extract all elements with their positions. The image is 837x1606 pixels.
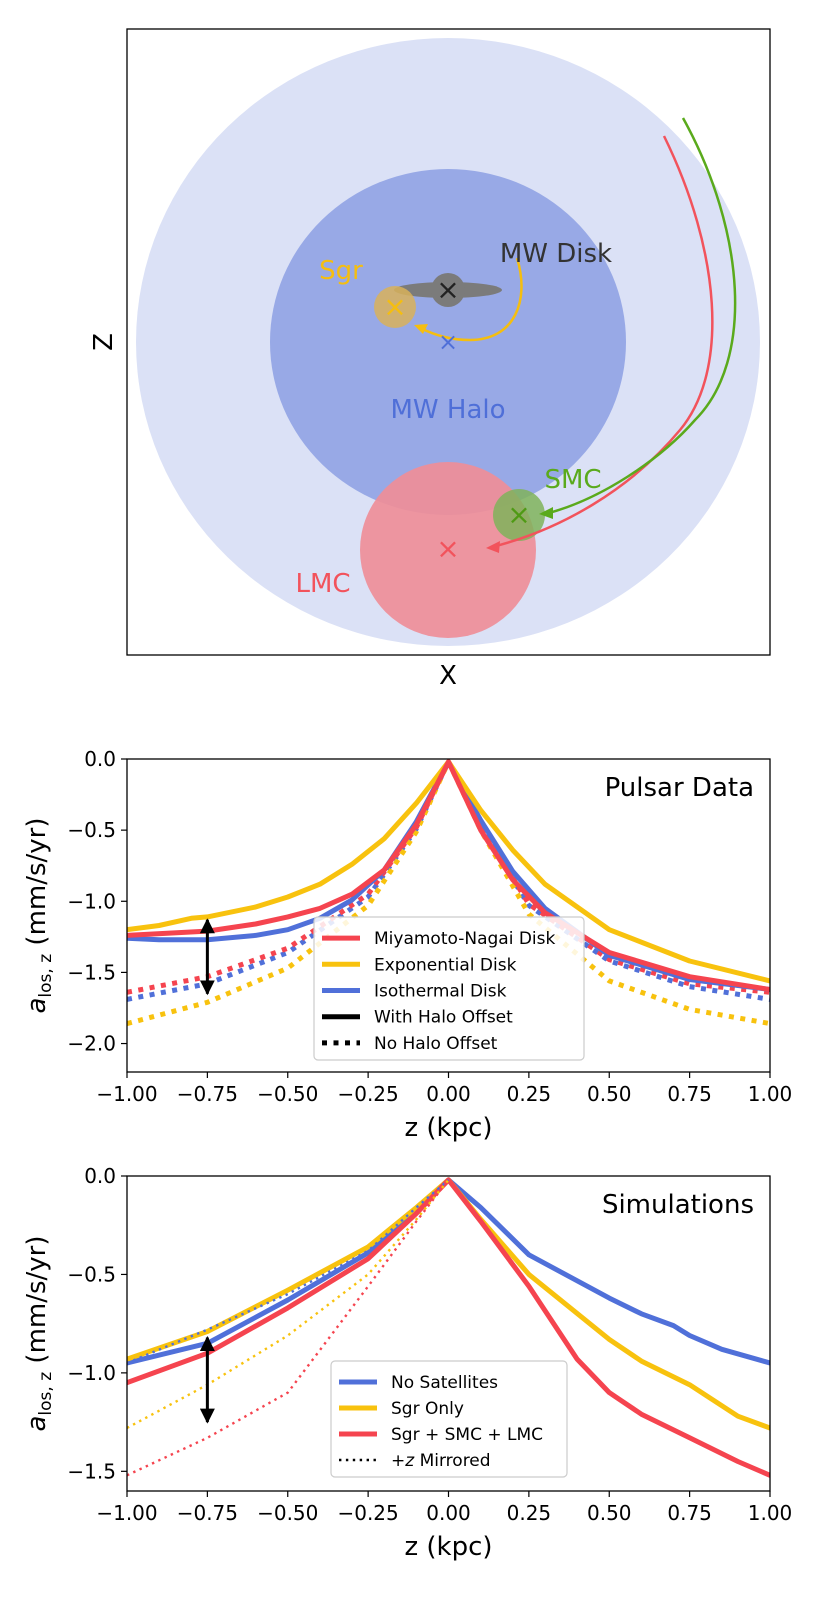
legend-label: No Satellites xyxy=(391,1373,498,1393)
series-line-2 xyxy=(127,759,770,995)
sgr-orbit xyxy=(419,257,523,342)
sgr-marker: × xyxy=(383,290,406,323)
x-tick-label: 1.00 xyxy=(748,1501,793,1525)
x-tick-label: 0.00 xyxy=(426,1082,471,1106)
y-tick-label: −1.0 xyxy=(67,889,116,913)
smc-circle xyxy=(493,489,545,541)
y-tick-label: −0.5 xyxy=(67,1262,116,1286)
x-tick-label: 0.75 xyxy=(667,1501,712,1525)
x-axis-label: z (kpc) xyxy=(404,1532,492,1562)
y-axis-label: alos, z (mm/s/yr) xyxy=(22,1235,56,1431)
legend-label: No Halo Offset xyxy=(374,1034,498,1054)
schematic-x-label: X xyxy=(439,661,457,691)
legend: Miyamoto-Nagai Disk Exponential Disk Isoth… xyxy=(313,916,585,1061)
y-tick-label: −1.0 xyxy=(67,1361,116,1385)
series-line-5 xyxy=(127,759,770,992)
y-tick-label: −1.5 xyxy=(67,960,116,984)
lmc-marker: × xyxy=(436,532,459,565)
schematic-frame xyxy=(126,28,771,656)
y-tick-label: 0.0 xyxy=(84,1164,116,1188)
y-tick-label: −1.5 xyxy=(67,1459,116,1483)
y-axis-label: alos, z (mm/s/yr) xyxy=(22,817,56,1013)
pulsar-data-panel: −1.00 −0.75 −0.50 −0.25 0.00 0.25 0.50 0.75 1.00… xyxy=(22,747,792,1143)
mw-disk-bulge xyxy=(431,273,465,307)
schematic-panel: × × × × × MW Disk Sgr MW Halo SMC LMC X … xyxy=(89,28,771,691)
x-tick-label: 0.50 xyxy=(587,1082,632,1106)
series-line-2 xyxy=(127,1177,770,1478)
lmc-circle xyxy=(360,462,536,638)
x-tick-label: −1.00 xyxy=(96,1501,157,1525)
simulations-panel: −1.00 −0.75 −0.50 −0.25 0.00 0.25 0.50 0.75 1.00… xyxy=(22,1164,792,1562)
legend-label: Sgr + SMC + LMC xyxy=(391,1425,543,1445)
legend-label: With Halo Offset xyxy=(374,1008,513,1028)
legend-label: Exponential Disk xyxy=(374,955,517,975)
series-line-0 xyxy=(127,1177,770,1366)
legend-label: Miyamoto-Nagai Disk xyxy=(374,929,555,949)
sgr-circle xyxy=(374,286,416,328)
chart-title: Pulsar Data xyxy=(605,773,754,803)
x-tick-label: 0.50 xyxy=(587,1501,632,1525)
lmc-orbit xyxy=(491,135,714,549)
x-tick-label: 0.75 xyxy=(667,1082,712,1106)
lmc-orbit-arrowhead xyxy=(486,541,500,553)
x-tick-label: −0.75 xyxy=(177,1082,238,1106)
sgr-label: Sgr xyxy=(319,256,363,286)
x-tick-label: −0.50 xyxy=(257,1501,318,1525)
x-tick-label: 0.25 xyxy=(507,1501,552,1525)
smc-orbit xyxy=(544,117,737,516)
series-line-4 xyxy=(127,759,770,984)
x-tick-label: 0.25 xyxy=(507,1082,552,1106)
series-line-4 xyxy=(127,1179,450,1430)
mw-halo-marker: × xyxy=(438,328,458,356)
x-tick-label: −0.75 xyxy=(177,1501,238,1525)
chart-title: Simulations xyxy=(602,1190,754,1220)
series-line-0 xyxy=(127,759,770,1002)
y-tick-label: −2.0 xyxy=(67,1032,116,1056)
mw-disk-marker: × xyxy=(436,273,459,306)
schematic-z-label: Z xyxy=(89,333,119,351)
x-tick-label: −0.50 xyxy=(257,1082,318,1106)
smc-label: SMC xyxy=(544,465,601,495)
sgr-orbit-arrowhead xyxy=(414,324,428,334)
series-group xyxy=(127,1177,770,1478)
mw-halo-inner xyxy=(270,169,626,515)
x-axis-label: z (kpc) xyxy=(404,1113,492,1143)
x-tick-label: 1.00 xyxy=(748,1082,793,1106)
lmc-label: LMC xyxy=(295,569,350,599)
smc-marker: × xyxy=(507,498,530,531)
x-tick-label: −1.00 xyxy=(96,1082,157,1106)
x-tick-label: −0.25 xyxy=(337,1082,398,1106)
mw-halo-label: MW Halo xyxy=(390,395,505,425)
y-tick-label: 0.0 xyxy=(84,747,116,771)
legend: No Satellites Sgr Only Sgr + SMC + LMC +z M… xyxy=(330,1360,568,1478)
x-tick-label: 0.00 xyxy=(426,1501,471,1525)
x-tick-label: −0.25 xyxy=(337,1501,398,1525)
y-tick-label: −0.5 xyxy=(67,818,116,842)
legend-label: Sgr Only xyxy=(391,1399,464,1419)
legend-label: +z Mirrored xyxy=(391,1451,491,1471)
mw-disk-label: MW Disk xyxy=(500,239,612,269)
legend-label: Isothermal Disk xyxy=(374,982,507,1002)
series-line-3 xyxy=(127,1178,450,1365)
smc-orbit-arrowhead xyxy=(539,507,553,519)
